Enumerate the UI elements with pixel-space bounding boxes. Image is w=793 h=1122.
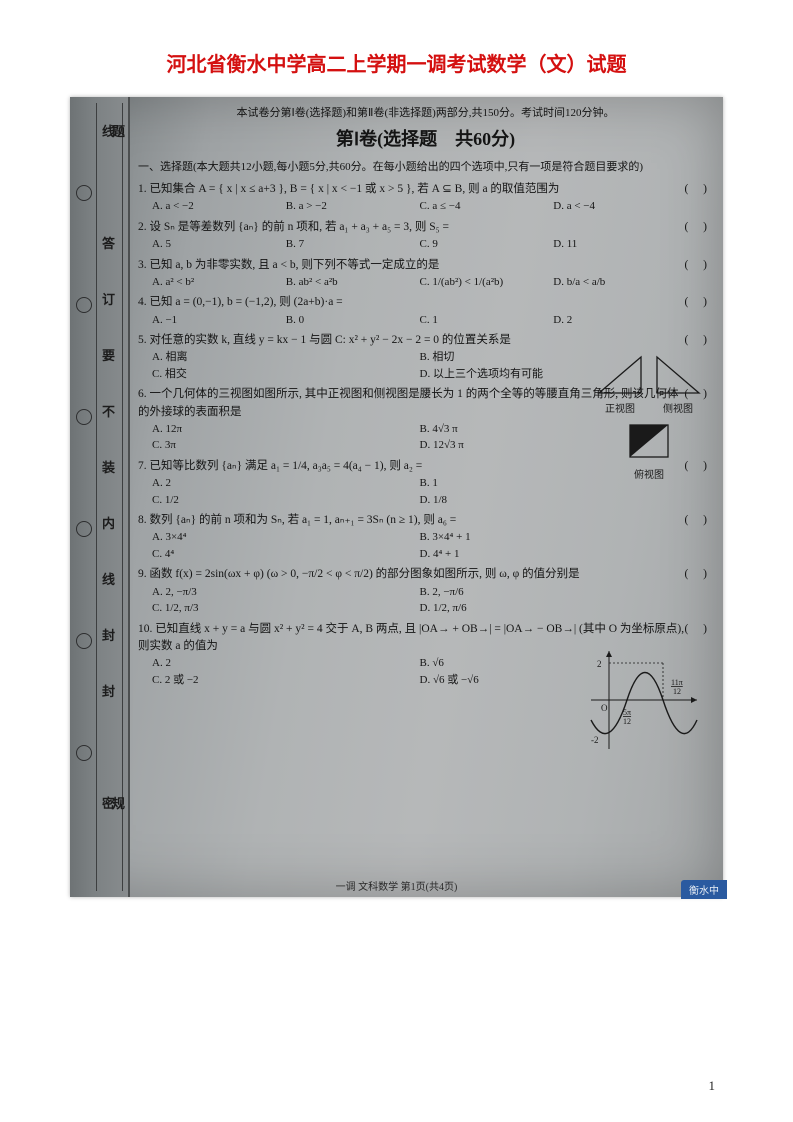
svg-text:2: 2 [597, 659, 602, 669]
scanned-page: 线 答 订 要 不 装 内 线 封 封 密 题 规 本试卷分第Ⅰ卷(选择题)和第… [70, 97, 723, 897]
answer-blank: ( ) [684, 257, 713, 274]
answer-blank: ( ) [684, 566, 713, 583]
svg-text:12: 12 [673, 687, 681, 696]
question-2: 2. 设 Sₙ 是等差数列 {aₙ} 的前 n 项和, 若 a₁ + a₃ + … [138, 219, 713, 253]
binding-gutter: 线 答 订 要 不 装 内 线 封 封 密 题 规 [70, 97, 130, 897]
option: C. 4⁴ [152, 546, 420, 563]
gutter-char: 装 [102, 457, 115, 476]
question-8: 8. 数列 {aₙ} 的前 n 项和为 Sₙ, 若 a₁ = 1, aₙ₊₁ =… [138, 512, 713, 562]
option: B. 2, −π/6 [420, 584, 688, 601]
option: A. a < −2 [152, 198, 286, 215]
option: A. −1 [152, 312, 286, 329]
option: B. ab² < a²b [286, 274, 420, 291]
gutter-char: 订 [102, 289, 115, 308]
options: A. −1B. 0C. 1D. 2 [152, 312, 687, 329]
question-4: 4. 已知 a = (0,−1), b = (−1,2), 则 (2a+b)·a… [138, 294, 713, 328]
question-stem: 3. 已知 a, b 为非零实数, 且 a < b, 则下列不等式一定成立的是 [138, 257, 687, 274]
options: A. 2, −π/3B. 2, −π/6C. 1/2, π/3D. 1/2, π… [152, 584, 687, 617]
answer-blank: ( ) [684, 219, 713, 236]
gutter-char: 规 [112, 793, 125, 812]
svg-text:-2: -2 [591, 735, 599, 745]
instructions: 一、选择题(本大题共12小题,每小题5分,共60分。在每小题给出的四个选项中,只… [138, 159, 713, 176]
figure-label: 侧视图 [654, 402, 702, 417]
answer-blank: ( ) [684, 294, 713, 311]
option: D. 2 [553, 312, 687, 329]
question-stem: 5. 对任意的实数 k, 直线 y = kx − 1 与圆 C: x² + y²… [138, 332, 687, 349]
page-footer: 一调 文科数学 第1页(共4页) [70, 878, 723, 893]
gutter-char: 封 [102, 681, 115, 700]
sine-graph: 2 -2 O 5π 12 11π 12 [581, 645, 701, 755]
options: A. a < −2B. a > −2C. a ≤ −4D. a < −4 [152, 198, 687, 215]
option: D. a < −4 [553, 198, 687, 215]
figure-label: 正视图 [596, 402, 644, 417]
document-title: 河北省衡水中学高二上学期一调考试数学（文）试题 [0, 0, 793, 93]
gutter-char: 封 [102, 625, 115, 644]
option: C. 3π [152, 437, 420, 454]
question-stem: 2. 设 Sₙ 是等差数列 {aₙ} 的前 n 项和, 若 a₁ + a₃ + … [138, 219, 687, 236]
figure-label: 俯视图 [625, 468, 673, 483]
gutter-char: 不 [102, 401, 115, 420]
option: A. 5 [152, 236, 286, 253]
question-stem: 1. 已知集合 A = { x | x ≤ a+3 }, B = { x | x… [138, 181, 687, 198]
option: A. 12π [152, 421, 420, 438]
page-number: 1 [709, 1078, 716, 1094]
option: D. b/a < a/b [553, 274, 687, 291]
exam-content: 本试卷分第Ⅰ卷(选择题)和第Ⅱ卷(非选择题)两部分,共150分。考试时间120分… [138, 105, 713, 873]
gutter-char: 要 [102, 345, 115, 364]
svg-text:5π: 5π [623, 708, 631, 717]
option: D. 1/8 [420, 492, 688, 509]
option: C. 2 或 −2 [152, 672, 420, 689]
question-9: 9. 函数 f(x) = 2sin(ωx + φ) (ω > 0, −π/2 <… [138, 566, 713, 616]
svg-text:11π: 11π [671, 678, 683, 687]
option: C. 1/2, π/3 [152, 600, 420, 617]
option: A. 2 [152, 655, 420, 672]
option: C. 1/(ab²) < 1/(a²b) [420, 274, 554, 291]
top-view-icon [626, 421, 672, 461]
svg-text:12: 12 [623, 717, 631, 726]
corner-tag: 衡水中 [681, 880, 727, 899]
option: C. a ≤ −4 [420, 198, 554, 215]
option: D. 11 [553, 236, 687, 253]
option: D. 1/2, π/6 [420, 600, 688, 617]
option: B. a > −2 [286, 198, 420, 215]
option: C. 相交 [152, 366, 420, 383]
option: A. 相离 [152, 349, 420, 366]
question-3: 3. 已知 a, b 为非零实数, 且 a < b, 则下列不等式一定成立的是(… [138, 257, 713, 291]
option: B. 0 [286, 312, 420, 329]
svg-text:O: O [601, 703, 608, 713]
answer-blank: ( ) [684, 512, 713, 529]
question-stem: 4. 已知 a = (0,−1), b = (−1,2), 则 (2a+b)·a… [138, 294, 687, 311]
question-stem: 9. 函数 f(x) = 2sin(ωx + φ) (ω > 0, −π/2 <… [138, 566, 687, 583]
option: A. 3×4⁴ [152, 529, 420, 546]
answer-blank: ( ) [684, 332, 713, 349]
side-view-icon [655, 355, 701, 395]
header-note: 本试卷分第Ⅰ卷(选择题)和第Ⅱ卷(非选择题)两部分,共150分。考试时间120分… [138, 105, 713, 122]
answer-blank: ( ) [684, 181, 713, 198]
option: B. 3×4⁴ + 1 [420, 529, 688, 546]
gutter-char: 题 [112, 121, 125, 140]
options: A. a² < b²B. ab² < a²bC. 1/(ab²) < 1/(a²… [152, 274, 687, 291]
option: C. 9 [420, 236, 554, 253]
options: A. 5B. 7C. 9D. 11 [152, 236, 687, 253]
answer-blank: ( ) [684, 621, 713, 638]
front-view-icon [597, 355, 643, 395]
question-stem: 8. 数列 {aₙ} 的前 n 项和为 Sₙ, 若 a₁ = 1, aₙ₊₁ =… [138, 512, 687, 529]
options: A. 3×4⁴B. 3×4⁴ + 1C. 4⁴D. 4⁴ + 1 [152, 529, 687, 562]
option: B. 7 [286, 236, 420, 253]
option: C. 1 [420, 312, 554, 329]
question-1: 1. 已知集合 A = { x | x ≤ a+3 }, B = { x | x… [138, 181, 713, 215]
gutter-char: 内 [102, 513, 115, 532]
gutter-char: 答 [102, 233, 115, 252]
option: A. 2, −π/3 [152, 584, 420, 601]
option: D. 4⁴ + 1 [420, 546, 688, 563]
gutter-char: 线 [102, 569, 115, 588]
option: A. 2 [152, 475, 420, 492]
option: C. 1/2 [152, 492, 420, 509]
three-view-figure: 正视图 侧视图 俯视图 [589, 355, 709, 487]
option: A. a² < b² [152, 274, 286, 291]
section-title: 第Ⅰ卷(选择题 共60分) [138, 126, 713, 153]
